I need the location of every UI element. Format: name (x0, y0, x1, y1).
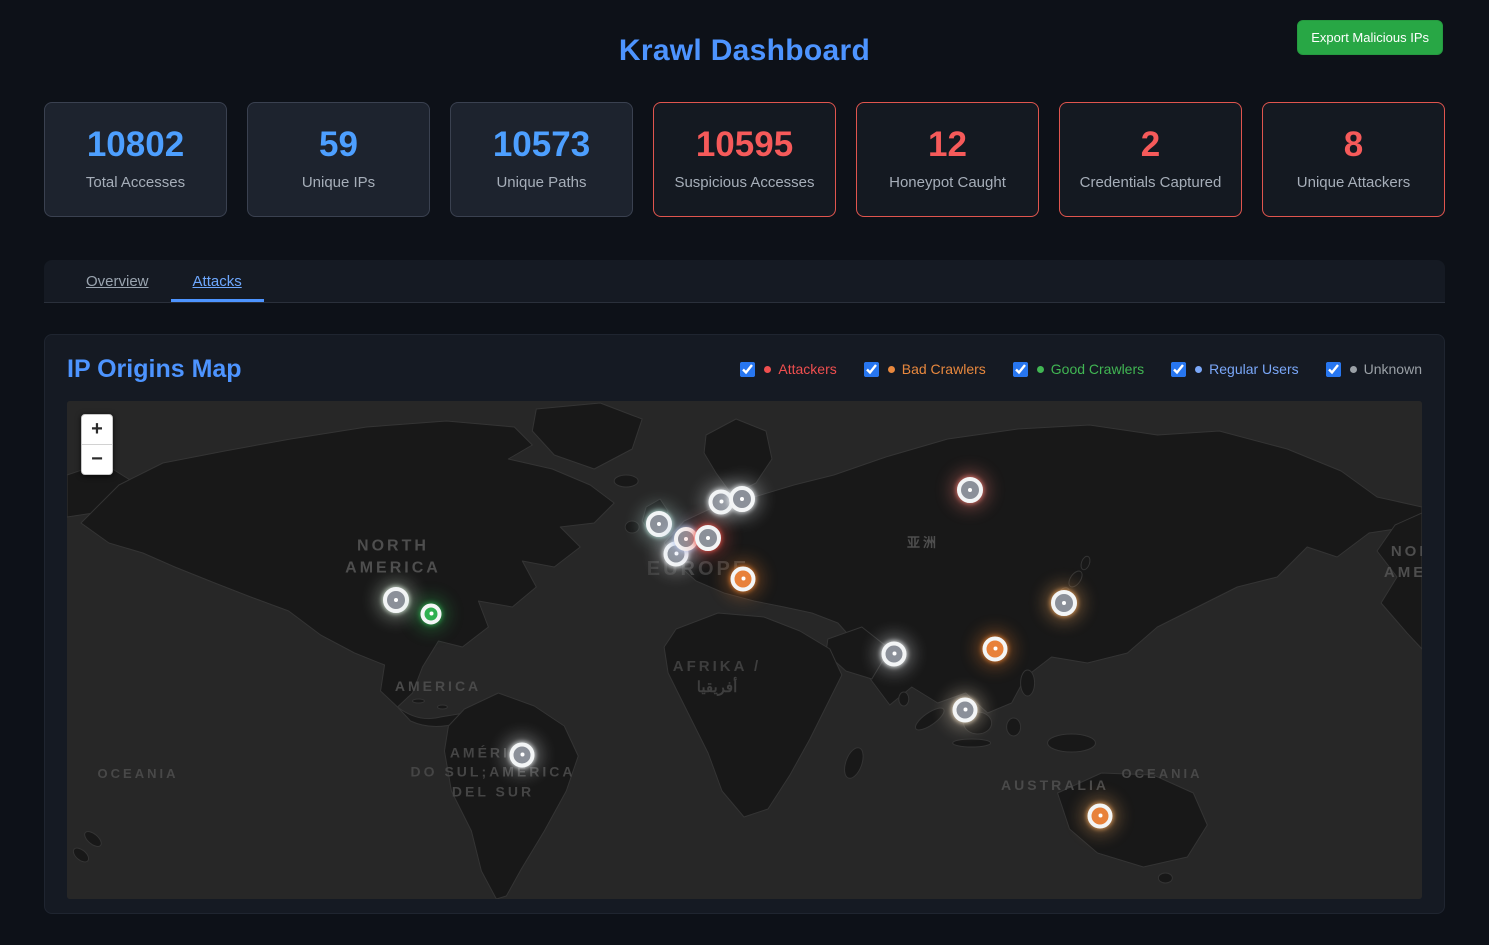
legend-dot (1036, 365, 1044, 373)
map-marker-dot (740, 496, 744, 501)
stat-label: Honeypot Caught (889, 173, 1006, 191)
map-legend: Attackers Bad Crawlers Good Crawlers Reg… (740, 361, 1422, 377)
map-marker[interactable] (420, 603, 442, 624)
zoom-in-button[interactable]: + (82, 414, 112, 444)
map-marker[interactable] (1087, 803, 1113, 828)
legend-checkbox-bad-crawlers[interactable] (863, 361, 879, 377)
stats-row: 10802 Total Accesses 59 Unique IPs 10573… (44, 102, 1445, 217)
map-marker-dot (892, 651, 896, 656)
map-marker-dot (394, 597, 398, 602)
legend-dot (1195, 365, 1203, 373)
stat-label: Total Accesses (85, 173, 186, 191)
stat-card-unique-ips: 59 Unique IPs (247, 102, 430, 217)
stat-card-suspicious-accesses: 10595 Suspicious Accesses (653, 102, 836, 217)
map-card-title: IP Origins Map (67, 354, 242, 383)
map-marker-dot (963, 707, 967, 712)
legend-label: Bad Crawlers (901, 361, 986, 377)
stat-label: Unique Paths (496, 173, 587, 191)
map-marker[interactable] (982, 636, 1008, 661)
legend-checkbox-regular-users[interactable] (1171, 361, 1187, 377)
legend-dot (887, 365, 895, 373)
legend-label: Regular Users (1209, 361, 1299, 377)
map-marker-dot (429, 611, 433, 616)
legend-checkbox-unknown[interactable] (1325, 361, 1341, 377)
stat-value: 8 (1343, 125, 1364, 164)
stat-label: Suspicious Accesses (674, 173, 815, 191)
zoom-out-button[interactable]: − (82, 443, 112, 474)
legend-label: Good Crawlers (1050, 361, 1145, 377)
map-marker[interactable] (509, 742, 535, 767)
stat-value: 10573 (492, 125, 591, 164)
stat-value: 12 (928, 125, 967, 164)
stat-card-total-accesses: 10802 Total Accesses (44, 102, 227, 217)
legend-checkbox-good-crawlers[interactable] (1012, 361, 1028, 377)
tab-attacks[interactable]: Attacks (170, 260, 264, 302)
stat-value: 10595 (695, 125, 794, 164)
export-malicious-ips-button[interactable]: Export Malicious IPs (1297, 20, 1443, 55)
legend-dot (1349, 365, 1357, 373)
tab-bar: Overview Attacks (44, 259, 1445, 303)
legend-item[interactable]: Unknown (1325, 361, 1422, 377)
map-marker-dot (1062, 600, 1066, 605)
map-marker[interactable] (952, 697, 978, 722)
legend-item[interactable]: Bad Crawlers (863, 361, 986, 377)
legend-item[interactable]: Regular Users (1171, 361, 1299, 377)
tab-overview[interactable]: Overview (86, 272, 149, 290)
world-map-land (67, 400, 1422, 899)
map-marker[interactable] (729, 485, 755, 512)
stat-label: Unique IPs (301, 173, 376, 191)
map-marker-dot (719, 499, 723, 504)
map-marker-dot (657, 521, 661, 526)
legend-item[interactable]: Attackers (740, 361, 837, 377)
map-marker-dot (674, 551, 678, 556)
map-marker[interactable] (730, 566, 756, 591)
map-marker-dot (1098, 813, 1102, 818)
stat-value: 2 (1140, 125, 1161, 164)
map-marker-dot (741, 576, 745, 581)
map-zoom-control: + − (81, 413, 113, 475)
legend-label: Attackers (778, 361, 837, 377)
map-marker[interactable] (646, 510, 672, 537)
stat-value: 59 (319, 125, 358, 164)
stat-label: Credentials Captured (1079, 173, 1222, 191)
map-marker-dot (684, 536, 688, 541)
legend-checkbox-attackers[interactable] (740, 361, 756, 377)
stat-value: 10802 (86, 125, 185, 164)
legend-item[interactable]: Good Crawlers (1012, 361, 1145, 377)
stat-label: Unique Attackers (1296, 173, 1411, 191)
map-marker[interactable] (1051, 589, 1077, 616)
legend-dot (764, 365, 772, 373)
world-map[interactable]: + − NORTH AMERICA AMERICA AMÉRICA DO SUL;A… (67, 400, 1422, 899)
legend-label: Unknown (1363, 361, 1422, 377)
stat-card-credentials-captured: 2 Credentials Captured (1059, 102, 1242, 217)
map-marker[interactable] (383, 586, 409, 613)
ip-origins-map-card: IP Origins Map Attackers Bad Crawlers Go… (44, 333, 1445, 914)
stat-card-unique-paths: 10573 Unique Paths (450, 102, 633, 217)
map-marker-dot (968, 487, 972, 492)
header: Krawl Dashboard Export Malicious IPs (44, 20, 1445, 82)
map-marker[interactable] (695, 524, 721, 551)
page-title: Krawl Dashboard (618, 34, 871, 67)
map-marker-dot (993, 646, 997, 651)
stat-card-honeypot-caught: 12 Honeypot Caught (856, 102, 1039, 217)
map-marker-dot (520, 752, 524, 757)
map-marker-dot (706, 535, 710, 540)
map-card-header: IP Origins Map Attackers Bad Crawlers Go… (67, 355, 1422, 384)
stat-card-unique-attackers: 8 Unique Attackers (1262, 102, 1445, 217)
map-marker[interactable] (957, 476, 983, 503)
map-marker[interactable] (881, 641, 907, 666)
